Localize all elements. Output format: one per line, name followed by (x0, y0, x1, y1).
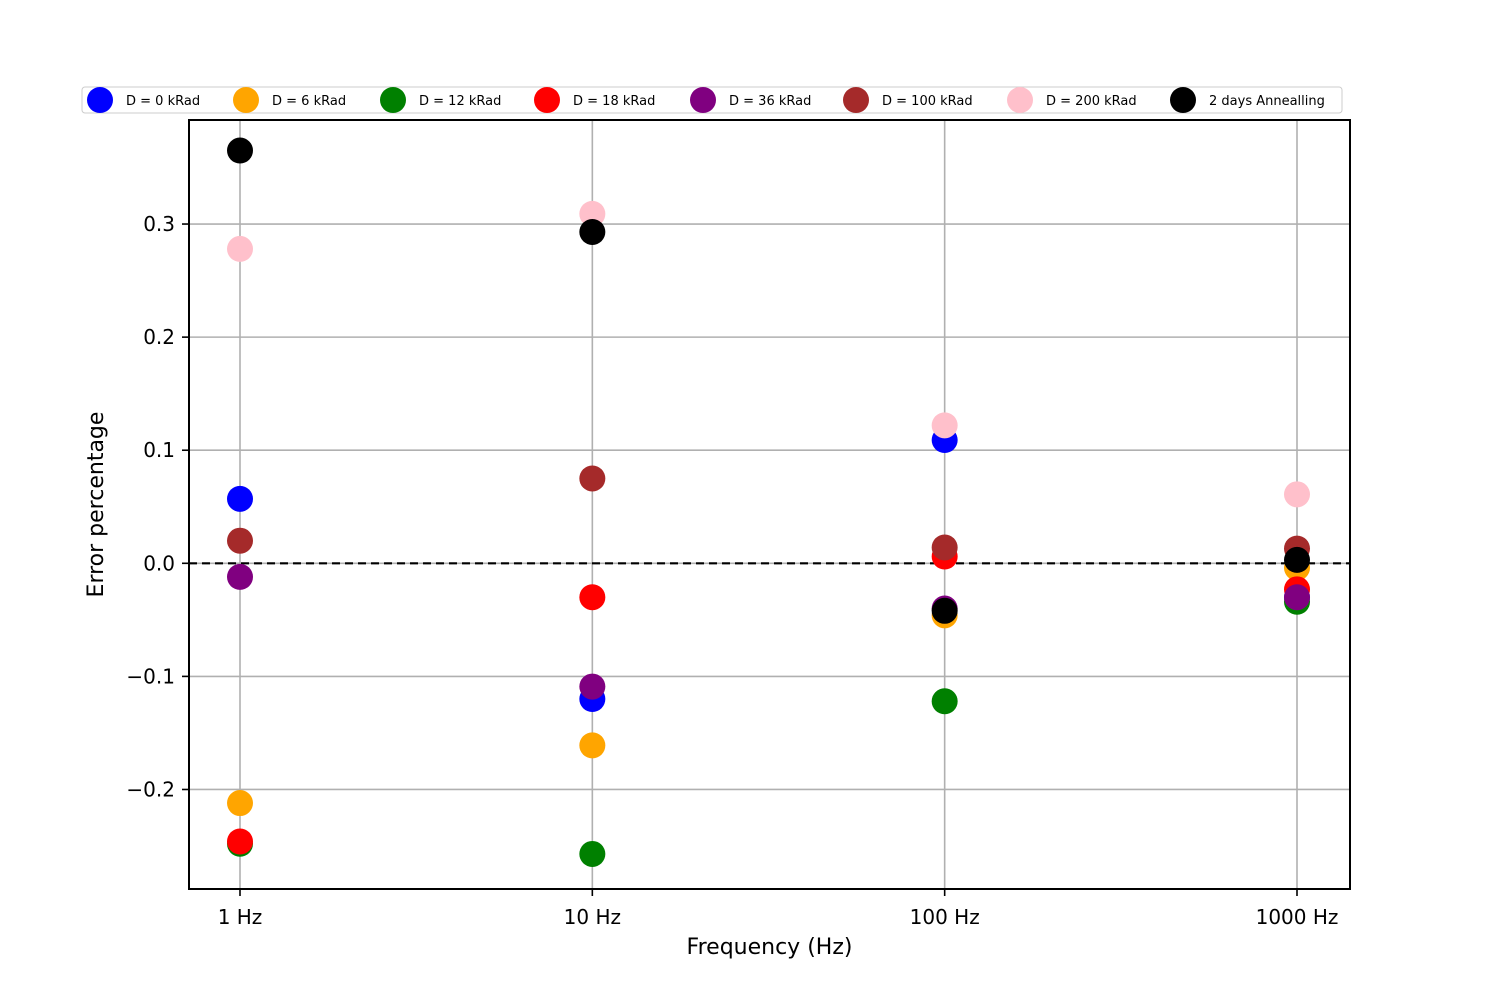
legend-label: D = 36 kRad (729, 94, 811, 109)
data-point (579, 732, 606, 759)
legend-item: D = 200 kRad (1007, 87, 1137, 113)
y-tick-label: −0.2 (126, 777, 175, 801)
legend-label: D = 6 kRad (272, 94, 346, 109)
x-axis-ticks: 1 Hz 10 Hz 100 Hz 1000 Hz (218, 889, 1339, 929)
data-point (227, 235, 253, 262)
data-point (931, 534, 958, 561)
y-tick-label: 0.3 (143, 212, 175, 236)
data-point (227, 563, 253, 590)
data-point (227, 828, 253, 855)
data-point (579, 218, 606, 245)
legend-marker (233, 87, 259, 113)
legend-marker (690, 87, 716, 113)
x-tick-label: 1000 Hz (1256, 905, 1339, 929)
y-axis-ticks: −0.2 −0.1 0.0 0.1 0.2 0.3 (126, 212, 189, 801)
data-point (579, 584, 606, 611)
grid-lines (189, 120, 1350, 889)
data-point (227, 485, 253, 512)
legend-marker (87, 87, 113, 113)
data-points (227, 137, 1310, 867)
data-point (1284, 481, 1310, 508)
data-point (579, 200, 606, 227)
data-point (931, 688, 958, 715)
y-tick-label: 0.2 (143, 325, 175, 349)
x-tick-label: 1 Hz (218, 905, 263, 929)
y-tick-label: −0.1 (126, 664, 175, 688)
legend-item: D = 6 kRad (233, 87, 346, 113)
x-tick-label: 100 Hz (910, 905, 980, 929)
x-tick-label: 10 Hz (564, 905, 621, 929)
legend: D = 0 kRad D = 6 kRad D = 12 kRad D = 18 kR… (81, 86, 1343, 114)
legend-item: D = 0 kRad (87, 87, 200, 113)
series-7 (227, 200, 1310, 508)
data-point (227, 527, 253, 554)
data-point (1284, 546, 1310, 573)
series-6 (227, 465, 1310, 562)
data-point (1284, 584, 1310, 611)
data-point (227, 137, 253, 164)
legend-item: D = 18 kRad (534, 87, 655, 113)
legend-marker (534, 87, 560, 113)
legend-label: D = 12 kRad (419, 94, 501, 109)
legend-item: D = 100 kRad (843, 87, 973, 113)
legend-label: 2 days Annealling (1209, 94, 1325, 109)
legend-item: D = 36 kRad (690, 87, 811, 113)
legend-label: D = 100 kRad (882, 94, 973, 109)
y-axis-label: Error percentage (84, 412, 109, 598)
data-point (931, 597, 958, 624)
legend-marker (1007, 87, 1033, 113)
legend-item: 2 days Annealling (1170, 87, 1325, 113)
y-tick-label: 0.0 (143, 551, 175, 575)
data-point (227, 790, 253, 817)
series-8 (227, 137, 1310, 624)
data-point (579, 840, 606, 867)
legend-label: D = 18 kRad (573, 94, 655, 109)
legend-marker (380, 87, 406, 113)
x-axis-label: Frequency (Hz) (687, 935, 853, 960)
plot-frame (188, 119, 1351, 890)
legend-label: D = 0 kRad (126, 94, 200, 109)
legend-label: D = 200 kRad (1046, 94, 1137, 109)
data-point (579, 465, 606, 492)
data-point (931, 412, 958, 439)
legend-marker (843, 87, 869, 113)
legend-marker (1170, 87, 1196, 113)
y-tick-label: 0.1 (143, 438, 175, 462)
legend-item: D = 12 kRad (380, 87, 501, 113)
data-point (579, 673, 606, 700)
